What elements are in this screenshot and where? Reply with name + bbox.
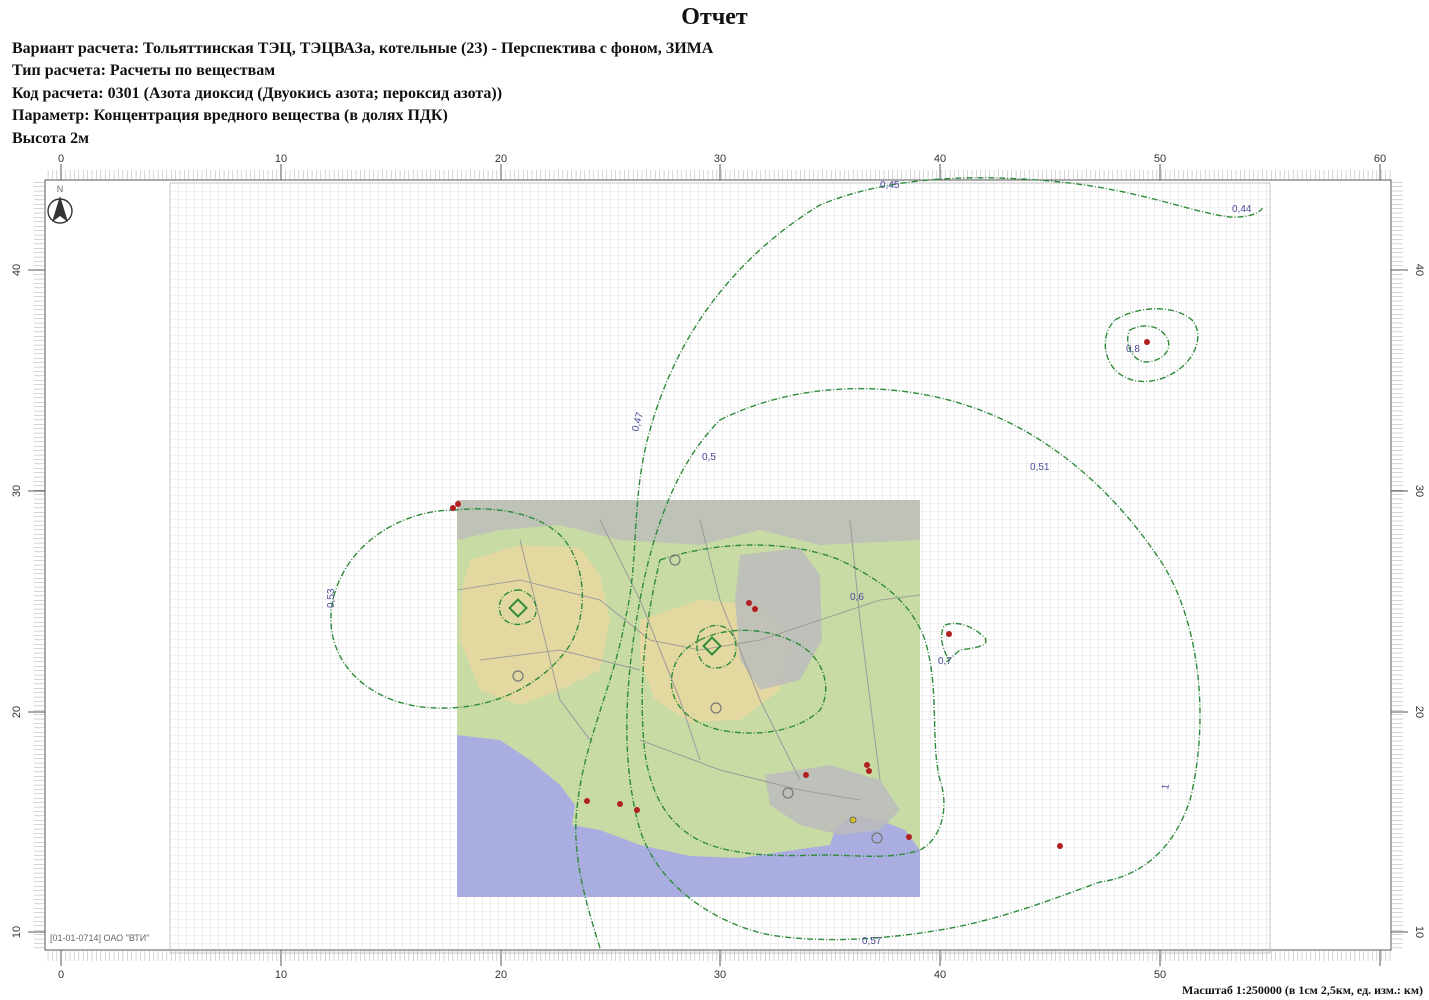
power-plant-marker [508,598,528,618]
y-tick-left: 20 [11,706,23,718]
base-map [456,500,921,897]
isoline-outer [575,177,1263,949]
x-tick-top: 40 [934,153,946,165]
calc-code-line: Код расчета: 0301 (Азота диоксид (Двуоки… [12,85,503,102]
boiler-marker [710,702,722,714]
calc-variant-line: Вариант расчета: Тольяттинская ТЭЦ, ТЭЦВ… [12,40,714,57]
isoline-label: 0,53 [326,588,337,608]
y-tick-right: 30 [1413,485,1425,497]
y-tick-left: 40 [11,264,23,276]
isoline-label: 0,6 [850,592,864,603]
urban-area-west [460,545,610,705]
y-tick-left: 10 [11,926,23,938]
report-title: Отчет [681,4,748,30]
dispersion-map[interactable]: 0 10 20 30 40 50 60 0 10 20 30 40 50 10 … [0,150,1429,980]
x-axis-bottom-labels: 0 10 20 30 40 50 [58,969,1166,980]
isoline-central-inner [670,629,827,734]
x-tick-top: 50 [1154,153,1166,165]
isolines [330,177,1263,949]
calc-height-line: Высота 2м [12,130,90,147]
emission-sources [450,339,1150,849]
water-area [457,735,920,897]
boiler-marker [871,832,883,844]
boiler-marker [512,670,524,682]
calc-type-line: Тип расчета: Расчеты по веществам [12,62,276,79]
x-tick-bottom: 0 [58,969,64,980]
boiler-marker [849,816,857,824]
industrial-area-north [457,500,920,545]
x-tick-top: 10 [275,153,287,165]
isoline-labels: 0,45 0,44 0,47 0,5 0,51 0,53 0,6 0,7 0,8… [326,180,1252,947]
map-scale: Масштаб 1:250000 (в 1см 2,5км, ед. изм.:… [1182,983,1423,997]
boiler-marker [669,554,681,566]
x-axis-top-labels: 0 10 20 30 40 50 60 [58,153,1386,165]
isoline-label: 1 [1160,783,1172,791]
isoline-label: 0,8 [1126,344,1140,355]
industrial-area-avtovaz [735,548,822,690]
organization-signature: [01-01-0714] ОАО "ВТИ" [50,933,149,943]
power-plant-marker [702,636,722,656]
y-tick-right: 10 [1413,926,1425,938]
x-tick-top: 0 [58,153,64,165]
x-tick-bottom: 50 [1154,969,1166,980]
x-tick-bottom: 40 [934,969,946,980]
x-tick-top: 30 [714,153,726,165]
isoline-label: 0,7 [938,656,952,667]
calc-parameter-line: Параметр: Концентрация вредного вещества… [12,107,448,124]
x-tick-bottom: 30 [714,969,726,980]
x-tick-bottom: 10 [275,969,287,980]
isoline-central-large [626,387,1201,941]
isoline-northeast-inner [1127,325,1170,363]
boiler-marker [782,787,794,799]
isoline-west-inner [498,589,537,626]
isoline-label: 0,5 [702,452,716,463]
x-tick-top: 60 [1374,153,1386,165]
north-arrow-icon: N [47,184,73,224]
industrial-area-south [765,765,900,835]
x-tick-bottom: 20 [495,969,507,980]
y-axis-right-labels: 10 20 30 40 [1413,264,1425,938]
y-tick-right: 20 [1413,706,1425,718]
y-tick-left: 30 [11,485,23,497]
isoline-label: 0,47 [630,411,646,433]
isoline-northeast-outer [1104,308,1199,383]
north-label: N [57,184,64,194]
isoline-label: 0,57 [862,936,882,947]
isoline-west-outer [330,508,584,709]
isoline-label: 0,44 [1232,204,1252,215]
y-tick-right: 40 [1413,264,1425,276]
y-axis-left-labels: 10 20 30 40 [11,264,23,938]
x-tick-top: 20 [495,153,507,165]
isoline-label: 0,51 [1030,462,1050,473]
isoline-label: 0,45 [880,180,900,191]
